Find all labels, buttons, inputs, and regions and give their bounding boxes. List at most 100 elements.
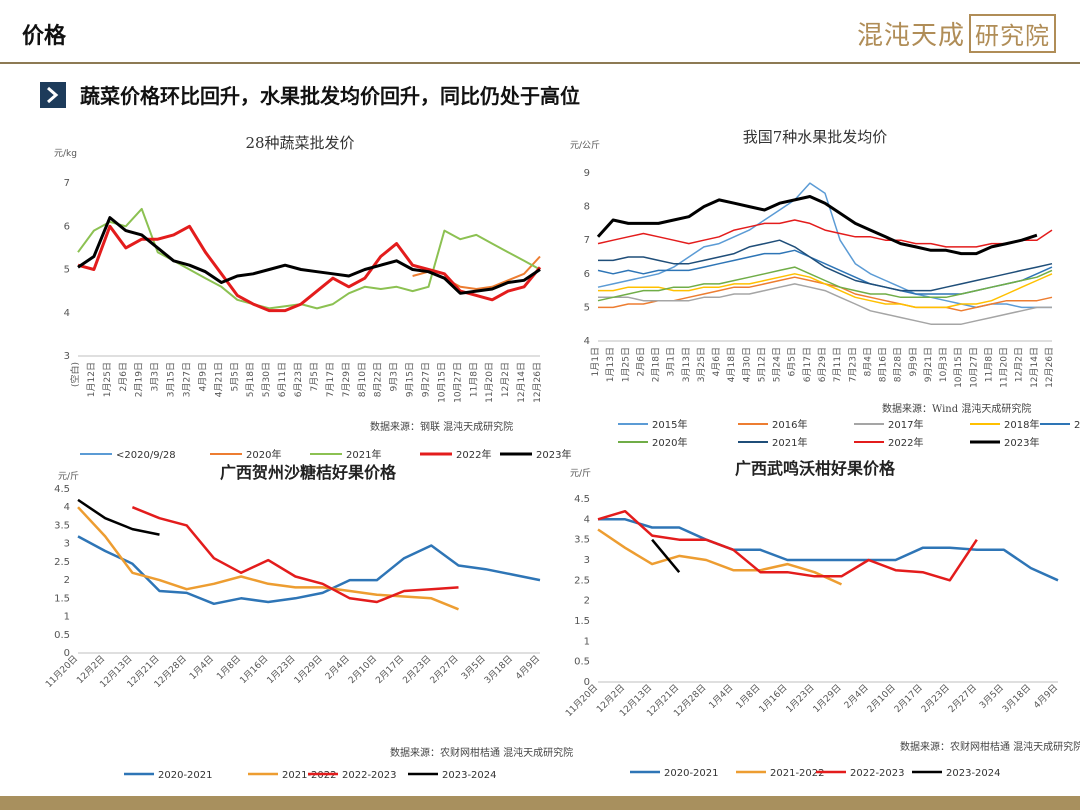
x-tick-label: 7月5日 <box>309 362 320 391</box>
legend-label: 2021年 <box>346 448 381 461</box>
y-tick-label: 4 <box>584 336 590 347</box>
series-line-2019 <box>597 249 1053 295</box>
y-tick-label: 2.5 <box>574 575 590 586</box>
y-axis-unit: 元/斤 <box>58 471 79 482</box>
x-tick-label: 1月29日 <box>292 653 325 686</box>
y-tick-label: 4.5 <box>54 484 70 495</box>
x-tick-label: 10月15日 <box>436 362 447 403</box>
x-tick-label: 5月24日 <box>772 347 783 382</box>
legend-label: <2020/9/28 <box>116 450 176 461</box>
y-tick-label: 1 <box>584 636 590 647</box>
series-line-2018 <box>598 273 1053 309</box>
x-tick-label: 4月9日 <box>514 653 543 682</box>
y-tick-label: 0 <box>584 677 590 688</box>
header-divider <box>0 62 1080 64</box>
legend-label: 2016年 <box>772 418 807 431</box>
chart-title: 广西贺州沙糖桔好果价格 <box>220 463 397 482</box>
legend-label: 2020年 <box>246 448 281 461</box>
x-tick-label: 12月14日 <box>1029 347 1040 388</box>
y-tick-label: 2 <box>64 575 70 586</box>
y-tick-label: 4 <box>64 308 70 319</box>
x-tick-label: 5月18日 <box>245 362 256 397</box>
y-tick-label: 3.5 <box>574 535 590 546</box>
y-tick-label: 9 <box>584 168 590 179</box>
x-tick-label: 1月12日 <box>86 362 97 397</box>
y-tick-label: 5 <box>584 302 590 313</box>
x-tick-label: 8月28日 <box>893 347 904 382</box>
x-tick-label: 9月27日 <box>420 362 431 397</box>
x-tick-label: 8月4日 <box>862 347 873 376</box>
x-tick-label: 9月15日 <box>405 362 416 397</box>
y-tick-label: 7 <box>64 178 70 189</box>
x-tick-label: 12月2日 <box>500 362 511 397</box>
data-source: 数据来源：农财网柑桔通 混沌天成研究院 <box>390 746 573 759</box>
y-tick-label: 0.5 <box>54 630 70 641</box>
x-tick-label: 9月21日 <box>923 347 934 382</box>
x-tick-label: 12月14日 <box>516 362 527 403</box>
series-line-2017 <box>598 283 1052 325</box>
x-tick-label: 6月11日 <box>277 362 288 397</box>
x-tick-label: 10月27日 <box>452 362 463 403</box>
x-tick-label: 6月29日 <box>817 347 828 382</box>
x-tick-label: 2月19日 <box>134 362 145 397</box>
x-tick-label: 11月8日 <box>983 347 994 382</box>
x-tick-label: 11月20日 <box>484 362 495 403</box>
series-line-2021-2022 <box>77 506 459 611</box>
y-tick-label: 5 <box>64 265 70 276</box>
chart-title: 广西武鸣沃柑好果价格 <box>735 459 896 478</box>
y-tick-label: 3 <box>64 539 70 550</box>
series-line-2023 <box>77 216 541 295</box>
subtitle-text: 蔬菜价格环比回升，水果批发均价回升，同比仍处于高位 <box>80 84 580 108</box>
data-source: 数据来源：农财网柑桔通 混沌天成研究院 <box>900 740 1080 753</box>
y-tick-label: 3 <box>584 555 590 566</box>
x-tick-label: 1月29日 <box>811 682 844 715</box>
series-line-2020-2021 <box>598 518 1059 582</box>
chevron-right-icon <box>40 81 66 108</box>
x-tick-label: 10月3日 <box>938 347 949 382</box>
x-tick-label: 2月6日 <box>118 362 129 391</box>
page-header: 价格 混沌天成 研究院 <box>0 0 1080 64</box>
y-tick-label: 0.5 <box>574 657 590 668</box>
x-tick-label: 2月6日 <box>635 347 646 376</box>
x-tick-label: 8月16日 <box>878 347 889 382</box>
legend-label: 2018年 <box>1004 418 1039 431</box>
x-tick-label: 4月18日 <box>726 347 737 382</box>
x-tick-label: 4月30日 <box>741 347 752 382</box>
y-tick-label: 1.5 <box>574 616 590 627</box>
series-line-2023-2024 <box>77 498 160 536</box>
brand-logo: 混沌天成 研究院 <box>857 13 1056 53</box>
x-tick-label: 3月3日 <box>150 362 161 391</box>
x-tick-label: 2月10日 <box>346 653 379 686</box>
y-tick-label: 1 <box>64 612 70 623</box>
x-tick-label: 2月27日 <box>428 653 461 686</box>
y-axis-unit: 元/公斤 <box>570 140 600 151</box>
legend-label: 2015年 <box>652 418 687 431</box>
x-tick-label: 3月18日 <box>482 653 515 686</box>
x-tick-label: 5月30日 <box>261 362 272 397</box>
x-tick-label: 3月18日 <box>1000 682 1033 715</box>
x-tick-label: 4月9日 <box>197 362 208 391</box>
x-tick-label: 5月12日 <box>756 347 767 382</box>
series-line-2022-2023 <box>597 509 978 582</box>
legend-label: 2021-2022 <box>282 770 337 781</box>
x-tick-label: 7月11日 <box>832 347 843 382</box>
chart-hezhou-citrus-price: 广西贺州沙糖桔好果价格 元/斤 0 0.5 1 1.5 2 2.5 3 3.5 4 4.5 11月20日… <box>43 463 573 781</box>
x-tick-label: 9月3日 <box>389 362 400 391</box>
y-tick-label: 7 <box>584 235 590 246</box>
data-source: 数据来源：Wind 混沌天成研究院 <box>882 402 1031 415</box>
page-title: 价格 <box>22 24 67 49</box>
x-tick-label: 2月23日 <box>401 653 434 686</box>
x-tick-label: 12月26日 <box>1044 347 1055 388</box>
x-tick-label: 10月27日 <box>968 347 979 388</box>
x-tick-label: 1月16日 <box>238 653 271 686</box>
x-tick-label: (空白) <box>69 362 81 387</box>
x-tick-label: 1月13日 <box>605 347 616 382</box>
x-tick-label: 10月15日 <box>953 347 964 388</box>
legend-label: 2022年 <box>456 448 491 461</box>
series-line-2023-2024 <box>651 538 681 574</box>
legend-label: 2017年 <box>888 418 923 431</box>
y-tick-label: 1.5 <box>54 593 70 604</box>
x-tick-label: 9月9日 <box>908 347 919 376</box>
y-tick-label: 6 <box>584 269 590 280</box>
